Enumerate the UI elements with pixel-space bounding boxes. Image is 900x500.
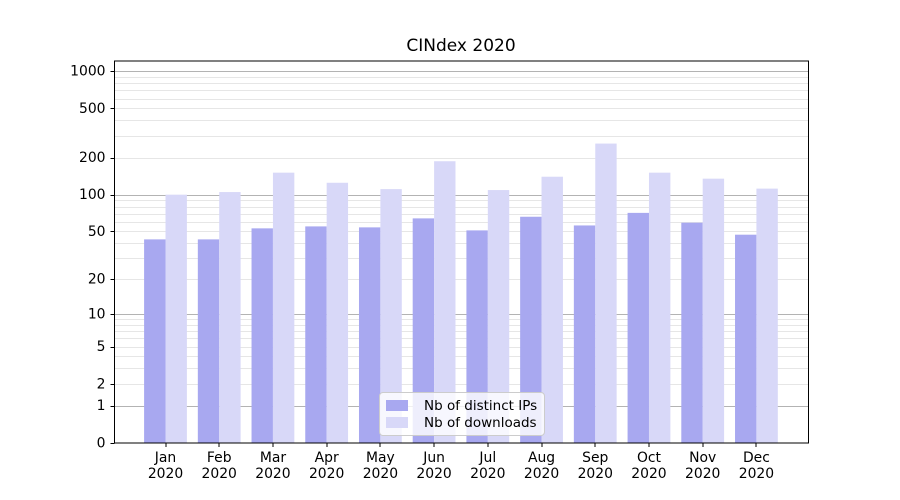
bar-downloads-nov bbox=[702, 178, 725, 443]
bar-downloads-jan bbox=[165, 194, 187, 443]
legend-label-downloads: Nb of downloads bbox=[424, 414, 537, 431]
x-tick-label-month: Nov bbox=[689, 450, 716, 466]
x-tick-label-month: Aug bbox=[528, 450, 555, 466]
plot-frame bbox=[114, 60, 809, 444]
y-tick-label: 1000 bbox=[70, 64, 105, 80]
legend-swatch-distinct-ips-icon bbox=[386, 400, 408, 411]
legend-entry-downloads: Nb of downloads bbox=[386, 414, 537, 431]
x-tick-label-year: 2020 bbox=[148, 466, 183, 482]
x-tick-label-month: Apr bbox=[315, 450, 339, 466]
bar-downloads-mar bbox=[272, 172, 295, 443]
x-tick-label-year: 2020 bbox=[255, 466, 290, 482]
y-tick-label: 200 bbox=[79, 150, 106, 166]
x-tick-label-month: Dec bbox=[743, 450, 770, 466]
bar-downloads-apr bbox=[326, 182, 349, 444]
y-tick-label: 2 bbox=[97, 376, 106, 392]
y-tick-label: 20 bbox=[88, 272, 106, 288]
y-tick-label: 100 bbox=[79, 187, 106, 203]
x-tick-label-month: Oct bbox=[637, 450, 662, 466]
x-tick-label-year: 2020 bbox=[524, 466, 559, 482]
bar-distinct-ips-jan bbox=[144, 239, 166, 443]
x-tick-label-month: Mar bbox=[260, 450, 286, 466]
bar-distinct-ips-may bbox=[358, 227, 381, 443]
bar-downloads-jul bbox=[487, 190, 510, 443]
x-tick-label-month: Jun bbox=[422, 450, 445, 466]
x-tick-label-year: 2020 bbox=[309, 466, 344, 482]
y-tick-label: 50 bbox=[88, 224, 106, 240]
bar-downloads-sep bbox=[595, 143, 617, 443]
bar-distinct-ips-mar bbox=[251, 228, 273, 443]
bar-distinct-ips-jul bbox=[466, 230, 488, 443]
y-tick-label: 5 bbox=[97, 339, 106, 355]
legend: Nb of distinct IPs Nb of downloads bbox=[379, 392, 545, 436]
bar-distinct-ips-apr bbox=[305, 226, 327, 443]
x-tick-label-year: 2020 bbox=[685, 466, 720, 482]
x-tick-label-year: 2020 bbox=[578, 466, 613, 482]
x-tick-label-month: Jan bbox=[154, 450, 176, 466]
chart-title: CINdex 2020 bbox=[406, 36, 516, 56]
bar-downloads-dec bbox=[756, 188, 778, 443]
y-tick-label: 10 bbox=[88, 306, 106, 322]
bar-distinct-ips-jun bbox=[412, 218, 435, 443]
bar-distinct-ips-dec bbox=[735, 234, 757, 443]
bar-distinct-ips-aug bbox=[520, 216, 542, 443]
x-tick-label-year: 2020 bbox=[631, 466, 666, 482]
legend-entry-distinct-ips: Nb of distinct IPs bbox=[386, 397, 538, 414]
legend-label-distinct-ips: Nb of distinct IPs bbox=[424, 397, 538, 414]
x-tick-label-month: Sep bbox=[582, 450, 608, 466]
x-tick-label-year: 2020 bbox=[363, 466, 398, 482]
x-tick-label-year: 2020 bbox=[470, 466, 505, 482]
x-tick-label-month: Jul bbox=[478, 450, 496, 466]
legend-swatch-downloads-icon bbox=[386, 417, 408, 428]
bar-distinct-ips-nov bbox=[681, 222, 703, 443]
bar-downloads-aug bbox=[541, 176, 563, 444]
y-tick-label: 500 bbox=[79, 101, 106, 117]
x-tick-label-year: 2020 bbox=[739, 466, 774, 482]
x-tick-label-month: May bbox=[366, 450, 395, 466]
bar-downloads-feb bbox=[219, 192, 241, 443]
bar-distinct-ips-feb bbox=[197, 239, 220, 443]
bar-distinct-ips-oct bbox=[627, 212, 649, 443]
bar-downloads-oct bbox=[648, 172, 671, 443]
y-tick-label: 0 bbox=[97, 436, 106, 452]
bar-distinct-ips-sep bbox=[573, 225, 596, 443]
bar-downloads-jun bbox=[434, 161, 456, 444]
x-tick-label-year: 2020 bbox=[416, 466, 451, 482]
bar-downloads-may bbox=[380, 189, 402, 443]
y-tick-label: 1 bbox=[97, 398, 106, 414]
x-tick-label-year: 2020 bbox=[202, 466, 237, 482]
x-tick-label-month: Feb bbox=[207, 450, 232, 466]
